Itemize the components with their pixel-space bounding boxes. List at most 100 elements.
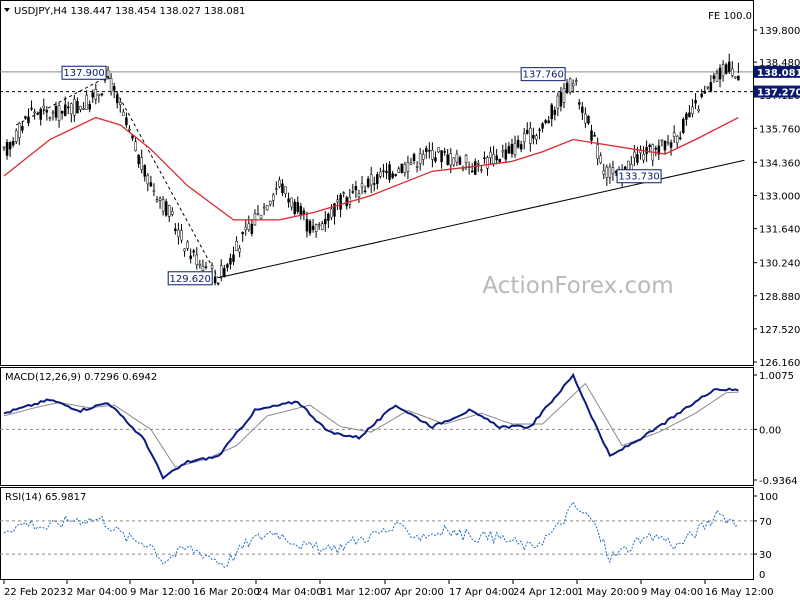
candle (21, 121, 24, 134)
candle (541, 122, 544, 133)
candle (535, 133, 538, 145)
candle (24, 115, 27, 120)
candle (715, 69, 719, 82)
candle-body (679, 137, 682, 140)
candle-body (734, 76, 737, 79)
swing-label-box (520, 67, 566, 82)
price-label: 126.160 (759, 358, 800, 369)
candle-body (608, 166, 612, 178)
candle (5, 139, 9, 160)
candle (415, 161, 419, 173)
rsi-line (3, 501, 739, 568)
candle-body (39, 108, 42, 120)
candle-body (544, 120, 547, 123)
candle-body (24, 116, 27, 119)
swing-label-box (61, 65, 107, 80)
price-tag-text: 138.081 (757, 68, 800, 79)
candle-body (8, 142, 12, 150)
candle (440, 149, 443, 169)
price-tag-box (754, 85, 800, 98)
candle (18, 121, 21, 145)
candle-body (691, 106, 694, 115)
candle (507, 142, 511, 155)
candle (244, 220, 247, 236)
candle-body (418, 153, 422, 164)
candle-body (336, 199, 339, 203)
candle (226, 262, 229, 272)
candle (550, 103, 553, 127)
candle (679, 131, 682, 141)
candle-body (88, 103, 91, 110)
candle (278, 176, 281, 189)
candle-body (137, 154, 140, 165)
candle (63, 96, 67, 117)
candle-body (633, 151, 636, 158)
macd-axis-label: 1.0075 (759, 371, 794, 382)
candle-body (446, 154, 449, 165)
candle-body (611, 167, 615, 175)
candle-body (529, 127, 532, 144)
price-tag-text: 137.270 (757, 88, 800, 99)
candle (131, 135, 134, 141)
candle (467, 161, 471, 175)
candle (161, 196, 165, 216)
candle-body (697, 108, 700, 112)
candle-body (51, 111, 55, 114)
candle (256, 205, 260, 216)
candle (287, 192, 290, 208)
candle-body (330, 208, 333, 218)
candle (379, 167, 382, 179)
candle (70, 102, 73, 123)
candle (357, 189, 361, 203)
candle-body (183, 248, 186, 252)
time-label: 9 Mar 12:00 (130, 587, 190, 598)
candle (60, 110, 64, 120)
candle-body (339, 194, 342, 210)
candle-body (437, 147, 440, 153)
candle (581, 101, 584, 121)
candle-body (434, 157, 437, 162)
candle (189, 248, 192, 264)
macd-indicator: 1.0075 0.00 -0.9364 (0, 371, 798, 487)
candle-body (235, 240, 238, 251)
candle-body (565, 82, 569, 93)
candle-body (663, 140, 667, 151)
candle (232, 246, 235, 266)
candle (122, 108, 125, 116)
candle-body (192, 250, 195, 253)
candle-body (281, 183, 284, 194)
macd-main-line (3, 372, 739, 480)
candle-body (550, 104, 553, 120)
candle (275, 181, 278, 195)
candle-body (21, 126, 24, 131)
candle-body (513, 142, 517, 156)
candle (183, 248, 186, 257)
candle-body (30, 107, 33, 110)
candle-body (299, 205, 303, 216)
candle (164, 198, 168, 217)
swing-label-box (616, 169, 662, 184)
candle-body (45, 110, 49, 113)
candle (308, 218, 312, 236)
candle (39, 107, 42, 126)
candle (565, 78, 569, 95)
candle (11, 137, 15, 148)
candle (94, 83, 98, 105)
candle (320, 220, 324, 231)
candle (82, 101, 85, 111)
candle-body (189, 255, 192, 259)
candle-body (311, 225, 315, 230)
candle (400, 163, 404, 174)
candle (596, 137, 599, 166)
time-label: 16 May 12:00 (705, 587, 774, 598)
candle-body (385, 171, 388, 174)
price-tag-last: 138.081 (754, 65, 800, 79)
candle-body (232, 254, 235, 262)
candle-body (305, 219, 309, 232)
candle-body (229, 257, 232, 265)
candle-body (397, 168, 400, 173)
candle-body (495, 155, 498, 161)
candle (700, 89, 703, 99)
candle-body (60, 110, 64, 114)
